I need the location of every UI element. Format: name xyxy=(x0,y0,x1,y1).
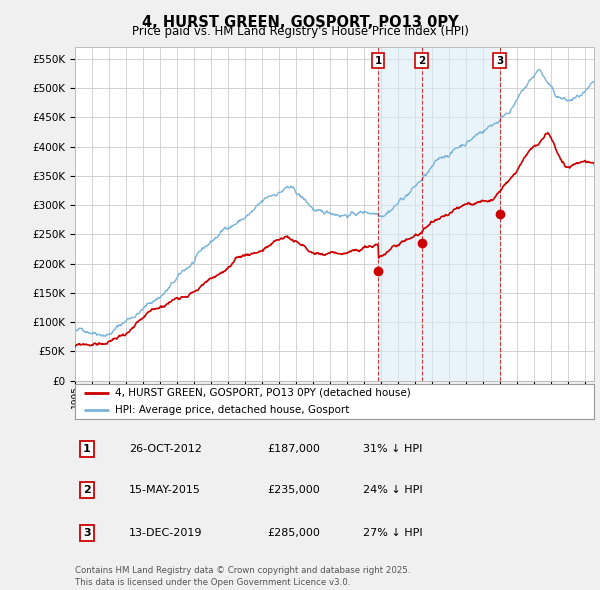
Text: 13-DEC-2019: 13-DEC-2019 xyxy=(129,528,203,537)
Text: £235,000: £235,000 xyxy=(267,486,320,495)
Text: 15-MAY-2015: 15-MAY-2015 xyxy=(129,486,201,495)
Text: Price paid vs. HM Land Registry's House Price Index (HPI): Price paid vs. HM Land Registry's House … xyxy=(131,25,469,38)
Text: £285,000: £285,000 xyxy=(267,528,320,537)
Text: 4, HURST GREEN, GOSPORT, PO13 0PY: 4, HURST GREEN, GOSPORT, PO13 0PY xyxy=(142,15,458,30)
Text: 4, HURST GREEN, GOSPORT, PO13 0PY (detached house): 4, HURST GREEN, GOSPORT, PO13 0PY (detac… xyxy=(115,388,411,398)
Text: 3: 3 xyxy=(83,528,91,537)
Text: 27% ↓ HPI: 27% ↓ HPI xyxy=(363,528,422,537)
Text: 1: 1 xyxy=(374,55,382,65)
Text: £187,000: £187,000 xyxy=(267,444,320,454)
Bar xyxy=(378,47,500,381)
Text: 26-OCT-2012: 26-OCT-2012 xyxy=(129,444,202,454)
Text: 2: 2 xyxy=(418,55,425,65)
Text: 24% ↓ HPI: 24% ↓ HPI xyxy=(363,486,422,495)
Text: 31% ↓ HPI: 31% ↓ HPI xyxy=(363,444,422,454)
Text: Contains HM Land Registry data © Crown copyright and database right 2025.
This d: Contains HM Land Registry data © Crown c… xyxy=(75,566,410,587)
Text: 2: 2 xyxy=(83,486,91,495)
Text: 3: 3 xyxy=(496,55,503,65)
Text: HPI: Average price, detached house, Gosport: HPI: Average price, detached house, Gosp… xyxy=(115,405,350,415)
Text: 1: 1 xyxy=(83,444,91,454)
